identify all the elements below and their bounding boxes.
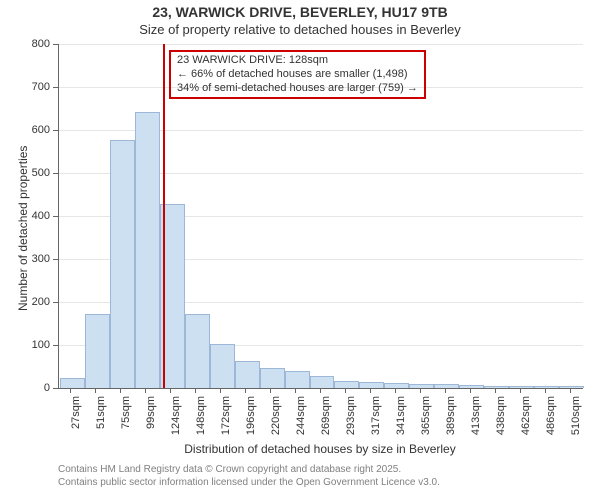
x-tick-label: 438sqm: [495, 396, 507, 446]
x-tick-label: 510sqm: [570, 396, 582, 446]
annotation-line1: 23 WARWICK DRIVE: 128sqm: [177, 54, 418, 68]
y-tick-mark: [53, 345, 58, 346]
histogram-bar: [409, 384, 434, 388]
histogram-bar: [434, 384, 459, 388]
x-tick-mark: [545, 388, 546, 393]
x-tick-mark: [270, 388, 271, 393]
y-tick-label: 0: [0, 382, 50, 394]
x-tick-mark: [95, 388, 96, 393]
y-tick-mark: [53, 388, 58, 389]
x-tick-mark: [170, 388, 171, 393]
y-tick-mark: [53, 173, 58, 174]
chart-subtitle: Size of property relative to detached ho…: [0, 22, 600, 37]
histogram-bar: [135, 112, 160, 388]
y-tick-label: 200: [0, 296, 50, 308]
y-tick-mark: [53, 302, 58, 303]
histogram-bar: [459, 385, 484, 388]
chart-container: 23, WARWICK DRIVE, BEVERLEY, HU17 9TB Si…: [0, 0, 600, 500]
y-tick-mark: [53, 130, 58, 131]
x-tick-mark: [245, 388, 246, 393]
x-tick-mark: [520, 388, 521, 393]
plot-area: 23 WARWICK DRIVE: 128sqm ← 66% of detach…: [58, 44, 583, 389]
histogram-bar: [359, 382, 384, 388]
x-tick-label: 486sqm: [545, 396, 557, 446]
x-tick-label: 75sqm: [120, 396, 132, 446]
x-tick-mark: [145, 388, 146, 393]
x-tick-mark: [570, 388, 571, 393]
footer-line2: Contains public sector information licen…: [58, 477, 440, 490]
annotation-box: 23 WARWICK DRIVE: 128sqm ← 66% of detach…: [169, 50, 426, 99]
histogram-bar: [285, 371, 310, 388]
x-tick-label: 269sqm: [320, 396, 332, 446]
x-tick-label: 51sqm: [95, 396, 107, 446]
x-tick-label: 317sqm: [370, 396, 382, 446]
x-tick-mark: [120, 388, 121, 393]
histogram-bar: [384, 383, 409, 388]
x-tick-label: 244sqm: [295, 396, 307, 446]
x-tick-label: 196sqm: [245, 396, 257, 446]
histogram-bar: [85, 314, 110, 388]
histogram-bar: [509, 386, 534, 388]
y-tick-mark: [53, 87, 58, 88]
x-tick-mark: [445, 388, 446, 393]
y-tick-label: 600: [0, 124, 50, 136]
x-tick-mark: [295, 388, 296, 393]
x-tick-label: 462sqm: [520, 396, 532, 446]
y-tick-label: 400: [0, 210, 50, 222]
histogram-bar: [534, 386, 559, 388]
x-tick-label: 27sqm: [70, 396, 82, 446]
x-tick-mark: [320, 388, 321, 393]
y-tick-label: 800: [0, 38, 50, 50]
y-tick-mark: [53, 216, 58, 217]
x-tick-label: 413sqm: [470, 396, 482, 446]
y-tick-mark: [53, 259, 58, 260]
x-tick-mark: [420, 388, 421, 393]
x-tick-mark: [195, 388, 196, 393]
histogram-bar: [185, 314, 210, 388]
x-tick-label: 99sqm: [145, 396, 157, 446]
histogram-bar: [110, 140, 135, 388]
annotation-line2: ← 66% of detached houses are smaller (1,…: [177, 68, 418, 82]
y-tick-label: 100: [0, 339, 50, 351]
x-tick-label: 389sqm: [445, 396, 457, 446]
x-tick-mark: [495, 388, 496, 393]
histogram-bar: [559, 386, 584, 388]
histogram-bar: [260, 368, 285, 388]
x-tick-mark: [345, 388, 346, 393]
chart-footer: Contains HM Land Registry data © Crown c…: [58, 464, 440, 489]
x-tick-label: 341sqm: [395, 396, 407, 446]
histogram-bar: [210, 344, 235, 388]
x-tick-label: 365sqm: [420, 396, 432, 446]
x-tick-label: 220sqm: [270, 396, 282, 446]
y-tick-label: 300: [0, 253, 50, 265]
x-tick-label: 148sqm: [195, 396, 207, 446]
grid-line: [59, 44, 583, 45]
y-tick-mark: [53, 44, 58, 45]
x-tick-mark: [70, 388, 71, 393]
reference-line: [163, 44, 165, 388]
histogram-bar: [334, 381, 359, 388]
histogram-bar: [235, 361, 260, 388]
y-tick-label: 700: [0, 81, 50, 93]
y-tick-label: 500: [0, 167, 50, 179]
x-tick-mark: [470, 388, 471, 393]
x-tick-label: 172sqm: [220, 396, 232, 446]
x-tick-mark: [220, 388, 221, 393]
histogram-bar: [310, 376, 335, 388]
histogram-bar: [484, 386, 509, 388]
chart-title: 23, WARWICK DRIVE, BEVERLEY, HU17 9TB: [0, 4, 600, 20]
x-tick-label: 293sqm: [345, 396, 357, 446]
x-tick-mark: [395, 388, 396, 393]
histogram-bar: [60, 378, 85, 388]
x-tick-label: 124sqm: [170, 396, 182, 446]
footer-line1: Contains HM Land Registry data © Crown c…: [58, 464, 440, 477]
annotation-line3: 34% of semi-detached houses are larger (…: [177, 82, 418, 96]
x-tick-mark: [370, 388, 371, 393]
